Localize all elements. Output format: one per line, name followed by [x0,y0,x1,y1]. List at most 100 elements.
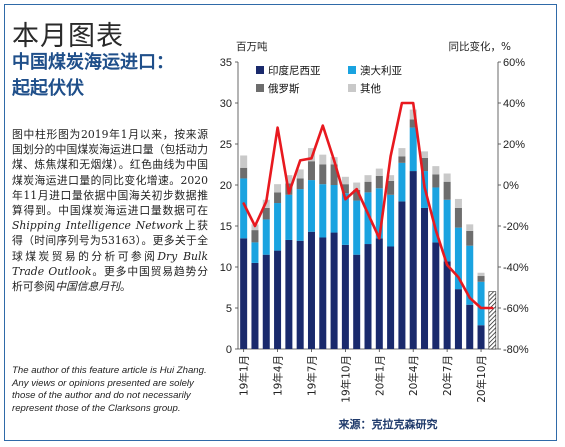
left-tick-label: 10 [220,262,232,274]
left-tick-label: 15 [220,221,232,233]
bar-segment [307,180,315,232]
right-tick-label: 60% [503,57,525,69]
x-tick-label: 20年10月 [475,355,488,403]
bar-segment [387,194,395,247]
bar-segment [443,181,451,200]
x-tick-label: 19年1月 [238,355,251,396]
bar-segment [477,276,485,282]
bar-segment [262,207,270,220]
bar-segment [319,237,327,349]
bar-estimate [488,291,497,350]
bar-segment [398,156,406,163]
right-tick-label: -80% [503,344,529,356]
bar-segment [466,230,474,246]
x-tick-label: 19年4月 [272,355,285,396]
bar-segment [375,188,383,239]
bar-segment [285,175,293,184]
bar-segment [409,109,417,120]
legend-swatch [348,66,356,74]
source-label: 来源：克拉克森研究 [338,417,438,431]
bar-segment [307,231,315,349]
bar-segment [341,184,349,194]
bar-segment [251,262,259,349]
bar-segment [454,198,462,208]
bar-segment [477,281,485,326]
bar-segment [251,242,259,263]
bar-segment [285,194,293,240]
x-tick-label: 20年1月 [373,355,386,396]
chart-description: 图中柱形图为2019年1月以来，按来源国划分的中国煤炭海运进口量（包括动力煤、炼… [12,127,208,294]
right-tick-label: 40% [503,98,525,110]
right-tick-label: 20% [503,139,525,151]
bar-segment [466,224,474,231]
bar-segment [319,154,327,165]
bar-segment [432,187,440,243]
feature-frame [4,4,557,441]
bar-segment [477,325,485,349]
bar-segment [330,164,338,185]
right-tick-label: 0% [503,180,519,192]
chart-subtitle: 中国煤炭海运进口： 起起伏伏 [12,50,202,102]
bar-segment [364,192,372,245]
bar-segment [296,240,304,349]
bar-segment [454,207,462,228]
bar-segment [398,148,406,157]
right-tick-label: -40% [503,262,529,274]
bar-segment [262,254,270,349]
bar-segment [443,261,451,349]
bar-segment [296,169,304,179]
description-run: 。更多中国贸易趋势分析可参阅 [12,264,208,294]
bar-segment [375,168,383,176]
bar-segment [274,184,282,193]
bar-segment [443,199,451,262]
bar-segment [274,192,282,204]
bar-segment [443,173,451,182]
bar-segment [409,119,417,128]
description-run: Dry Bulk Trade Outlook [12,249,209,278]
bar-segment [353,182,361,190]
bar-segment [307,161,315,181]
bar-segment [353,189,361,201]
bar-segment [466,245,474,305]
bar-segment [240,178,248,239]
bar-segment [454,289,462,349]
bar-segment [375,238,383,349]
legend-swatch [348,84,356,92]
bar-segment [466,304,474,349]
bar-segment [251,230,259,243]
bar-segment [262,219,270,255]
page-title: 本月图表 [12,21,124,52]
x-tick-label: 20年7月 [441,355,454,396]
x-tick-label: 19年10月 [339,355,352,403]
bar-segment [274,250,282,349]
bar-segment [296,189,304,241]
bar-segment [421,207,429,349]
left-tick-label: 0 [226,344,232,356]
left-tick-label: 5 [226,303,232,315]
left-tick-label: 25 [220,139,232,151]
bar-segment [296,178,304,190]
left-unit-label: 百万吨 [236,40,268,53]
author-note: The author of this feature article is Hu… [12,365,207,414]
legend-swatch [256,84,264,92]
bar-segment [432,242,440,349]
subtitle-line-1: 中国煤炭海运进口： [12,52,174,73]
bar-segment [387,180,395,195]
bar-segment [330,185,338,233]
bar-segment [353,200,361,255]
bar-segment [432,166,440,175]
left-tick-label: 20 [220,180,232,192]
bar-segment [398,162,406,202]
bar-segment [364,181,372,193]
x-tick-label: 19年7月 [305,355,318,396]
left-tick-label: 30 [220,98,232,110]
bar-segment [375,175,383,189]
right-unit-label: 同比变化，% [449,40,511,53]
bar-segment [387,246,395,349]
bar-segment [330,232,338,349]
bar-segment [409,127,417,172]
yoy-line [242,101,494,310]
bar-segment [341,193,349,245]
coal-imports-chart: 0 5 10 15 20 25 30 35 60% 40% 20% 0% -20% -40% -60% -80… [220,40,529,431]
bar-segment [421,157,429,172]
